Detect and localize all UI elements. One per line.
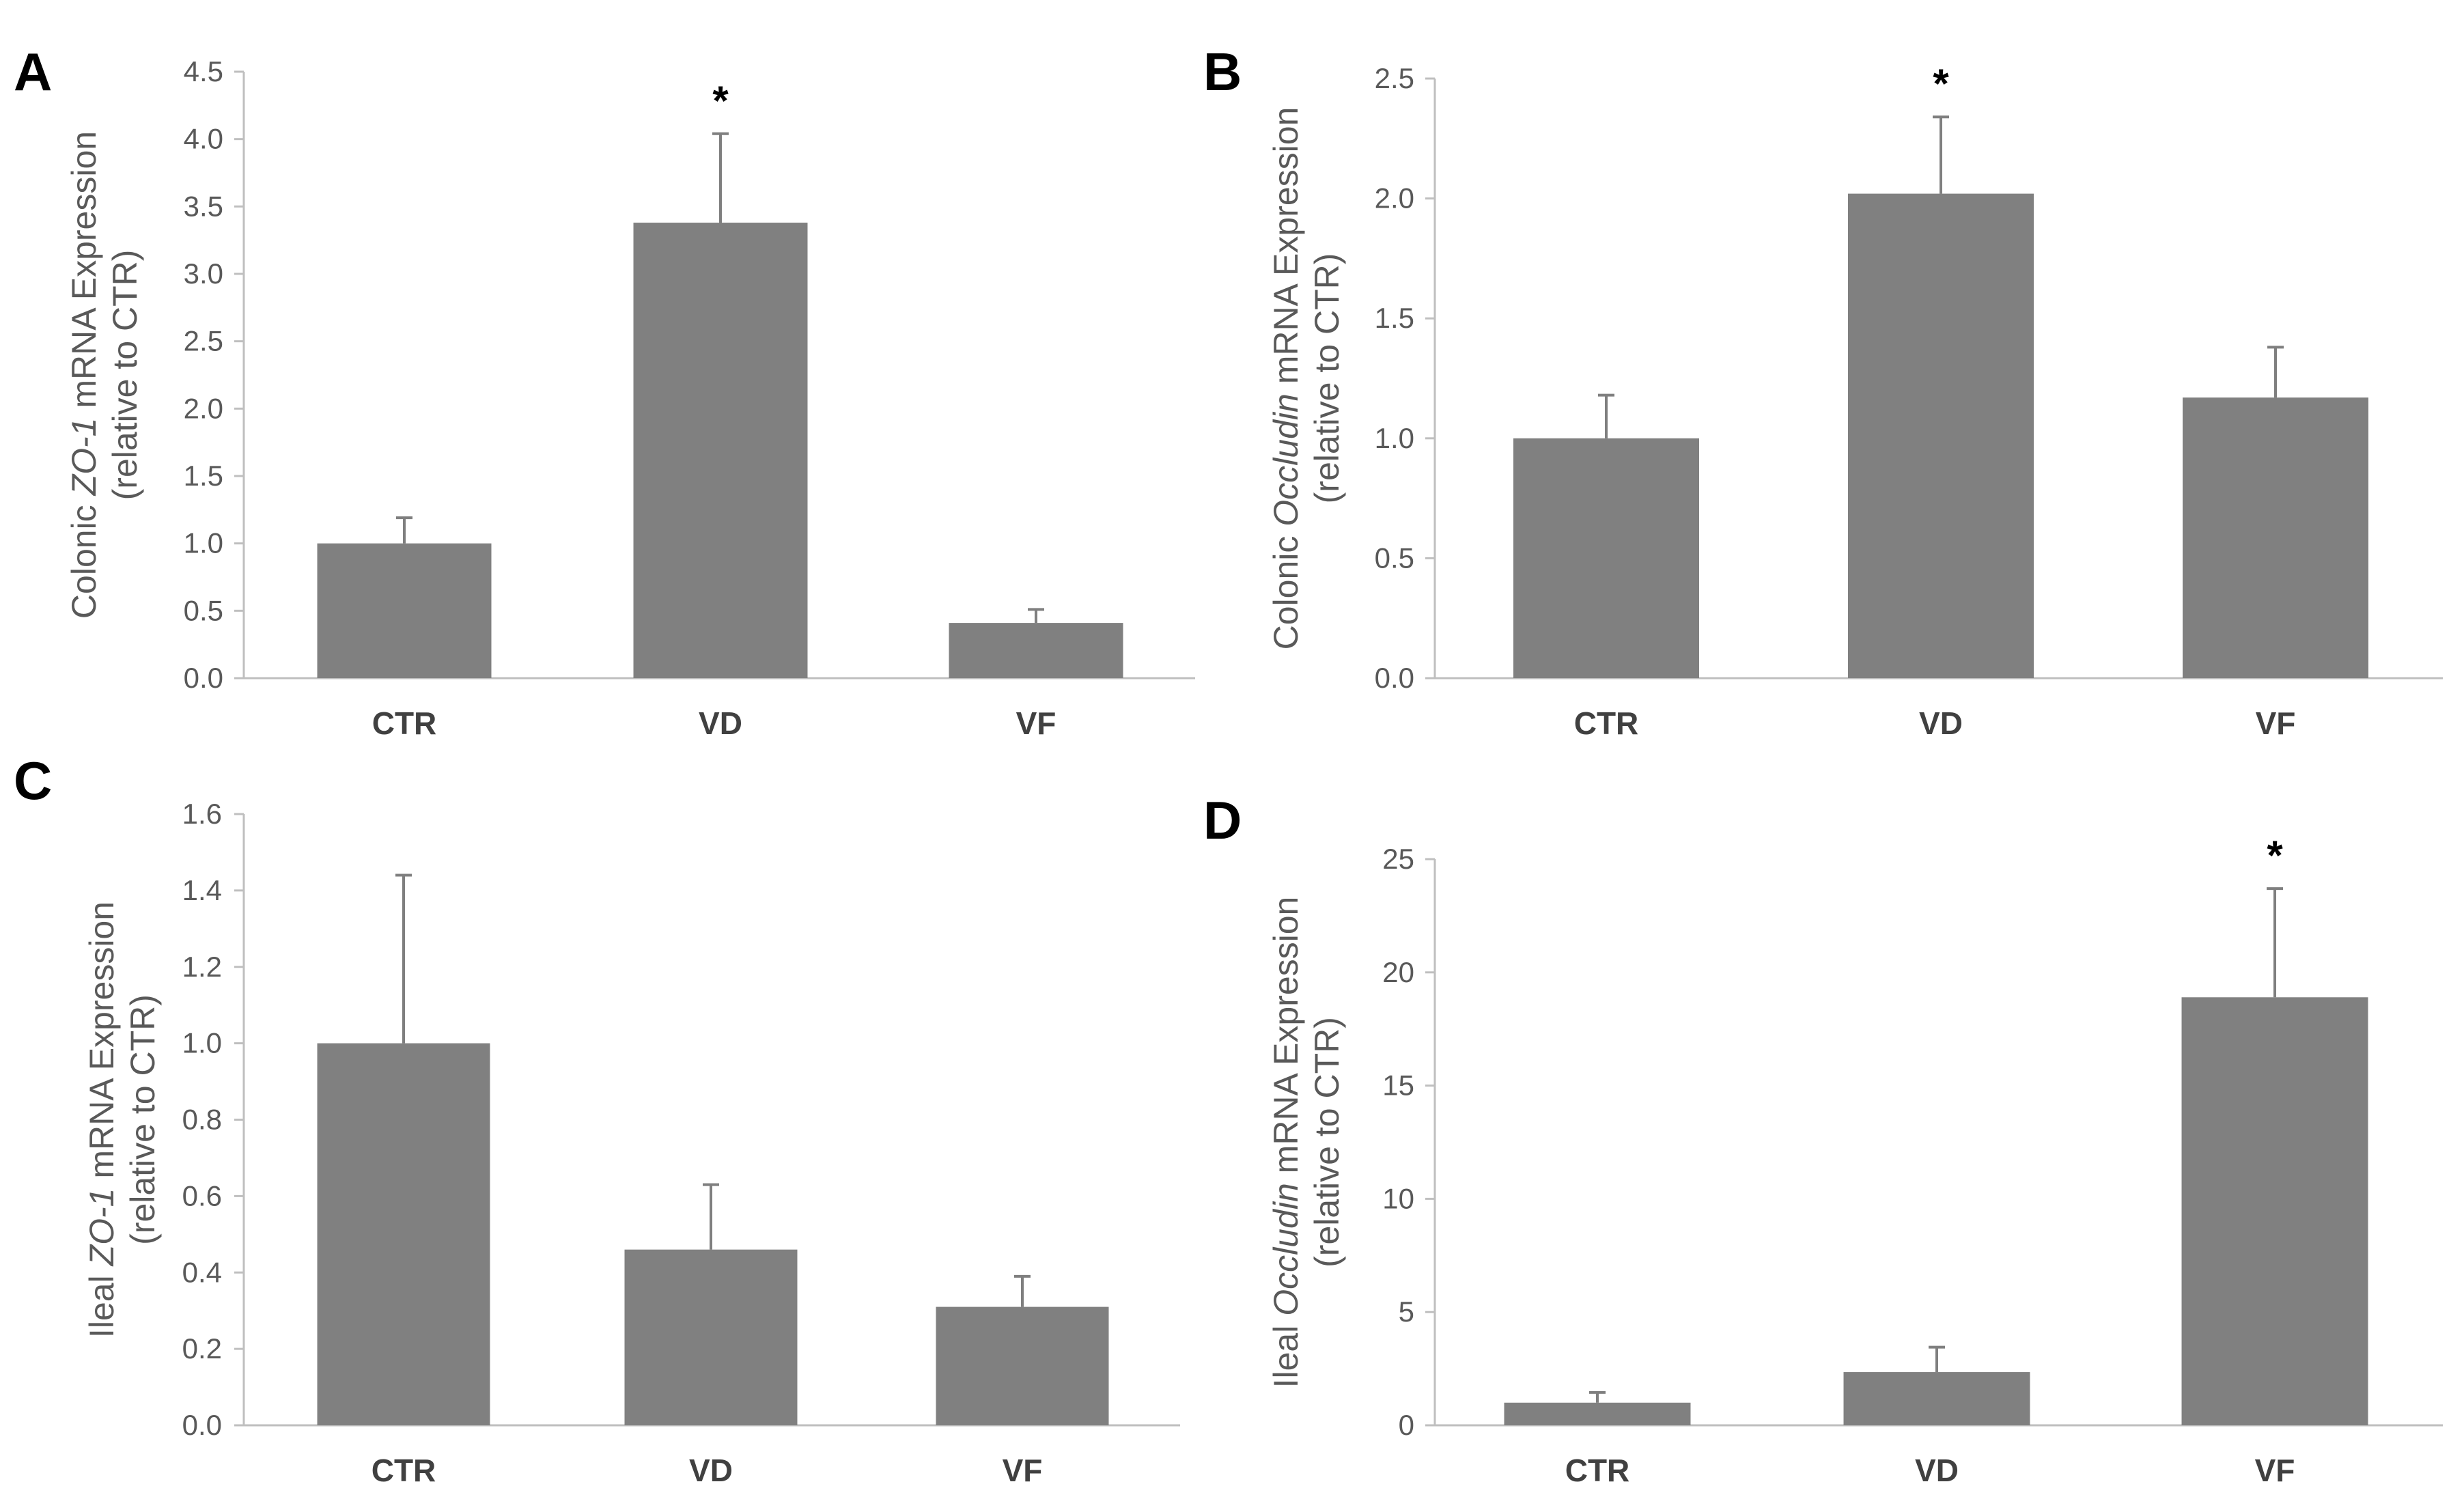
significance-marker: *: [2267, 833, 2283, 878]
y-tick-label: 0.5: [1375, 542, 1414, 574]
y-tick-label: 1.5: [1375, 302, 1414, 334]
chart-panel-d: D 0 5 10 15 20 25 CTR VD * VF Ileal Occludin mRNA E…: [1203, 790, 2443, 1488]
category-label-vf: VF: [2255, 1453, 2295, 1488]
panel-letter-c: C: [14, 751, 52, 811]
y-tick-label: 0.6: [182, 1179, 222, 1212]
y-tick-label: 2.5: [184, 325, 223, 357]
category-label-ctr: CTR: [1574, 705, 1639, 741]
y-tick-label: 0.2: [182, 1332, 222, 1365]
y-axis-title-line2: (relative to CTR): [106, 250, 144, 501]
y-axis-title-line2: (relative to CTR): [1308, 253, 1346, 504]
y-tick-label: 2.0: [184, 392, 223, 424]
y-tick-label: 25: [1382, 843, 1414, 875]
category-label-ctr: CTR: [372, 705, 437, 741]
category-label-vd: VD: [1915, 1453, 1959, 1488]
y-tick-label: 0.0: [1375, 662, 1414, 694]
category-label-vf: VF: [1003, 1453, 1043, 1488]
bar-vd: [624, 1249, 798, 1425]
y-tick-label: 1.2: [182, 951, 222, 983]
y-tick-label: 0.4: [182, 1256, 222, 1288]
y-axis-title-line1: Ileal Occludin mRNA Expression: [1267, 897, 1305, 1388]
chart-panel-c: C 0.0 0.2 0.4 0.6 0.8 1.0 1.2 1.4 1.6 CTR VD VF Ileal…: [14, 751, 1180, 1488]
y-tick-label: 0.0: [184, 662, 223, 694]
category-label-vd: VD: [689, 1453, 733, 1488]
y-tick-label: 0: [1399, 1409, 1414, 1441]
y-tick-label: 1.4: [182, 874, 222, 906]
category-label-vf: VF: [2256, 705, 2296, 741]
y-tick-label: 4.5: [184, 55, 223, 87]
y-axis-title: Ileal ZO-1 mRNA Expression (relative to C…: [83, 901, 162, 1338]
y-axis-title-line1: Colonic Occludin mRNA Expression: [1267, 107, 1305, 650]
y-tick-label: 1.0: [1375, 422, 1414, 454]
significance-marker: *: [712, 78, 729, 124]
panel-letter-a: A: [14, 42, 52, 102]
y-tick-label: 20: [1382, 956, 1414, 988]
bar-vf: [949, 623, 1123, 678]
y-axis-title: Colonic ZO-1 mRNA Expression (relative to…: [65, 131, 144, 619]
significance-marker: *: [1933, 61, 1949, 107]
chart-panel-a: A 0.0 0.5 1.0 1.5 2.0 2.5 3.0 3.5 4.0 4.5 CTR * VD VF C…: [14, 42, 1195, 741]
bar-vf: [936, 1306, 1109, 1425]
y-axis-title: Colonic Occludin mRNA Expression (relativ…: [1267, 107, 1346, 650]
y-tick-label: 1.0: [184, 527, 223, 559]
bar-vd: [1843, 1372, 2030, 1425]
category-label-vd: VD: [699, 705, 742, 741]
y-axis-title-line1: Colonic ZO-1 mRNA Expression: [65, 131, 103, 619]
panel-letter-d: D: [1203, 790, 1242, 850]
y-tick-label: 0.0: [182, 1409, 222, 1441]
y-axis-title-line2: (relative to CTR): [124, 994, 162, 1245]
category-label-ctr: CTR: [1565, 1453, 1630, 1488]
y-tick-label: 10: [1382, 1182, 1414, 1214]
bar-vd: [633, 223, 808, 679]
y-tick-label: 1.6: [182, 798, 222, 830]
y-tick-label: 3.0: [184, 257, 223, 290]
y-tick-label: 0.8: [182, 1104, 222, 1136]
y-axis-title-line1: Ileal ZO-1 mRNA Expression: [83, 901, 121, 1338]
y-tick-label: 4.0: [184, 123, 223, 155]
bar-ctr: [317, 543, 492, 678]
y-axis-title-line2: (relative to CTR): [1308, 1017, 1346, 1268]
bar-ctr: [317, 1043, 490, 1425]
y-tick-label: 1.5: [184, 460, 223, 492]
bar-ctr: [1504, 1402, 1691, 1425]
bar-vf: [2181, 997, 2368, 1425]
panel-letter-b: B: [1203, 42, 1242, 102]
y-tick-label: 0.5: [184, 594, 223, 626]
chart-panel-b: B 0.0 0.5 1.0 1.5 2.0 2.5 CTR * VD VF Colonic Occlu…: [1203, 42, 2443, 741]
y-tick-label: 15: [1382, 1069, 1414, 1102]
y-tick-label: 5: [1399, 1296, 1414, 1328]
category-label-ctr: CTR: [372, 1453, 436, 1488]
y-tick-label: 1.0: [182, 1027, 222, 1059]
y-tick-label: 2.5: [1375, 62, 1414, 94]
bar-vf: [2183, 397, 2368, 678]
category-label-vf: VF: [1016, 705, 1056, 741]
bar-ctr: [1513, 438, 1699, 678]
y-axis-title: Ileal Occludin mRNA Expression (relative …: [1267, 897, 1346, 1388]
category-label-vd: VD: [1919, 705, 1963, 741]
y-tick-label: 2.0: [1375, 182, 1414, 214]
y-tick-label: 3.5: [184, 190, 223, 222]
bar-vd: [1848, 193, 2034, 678]
